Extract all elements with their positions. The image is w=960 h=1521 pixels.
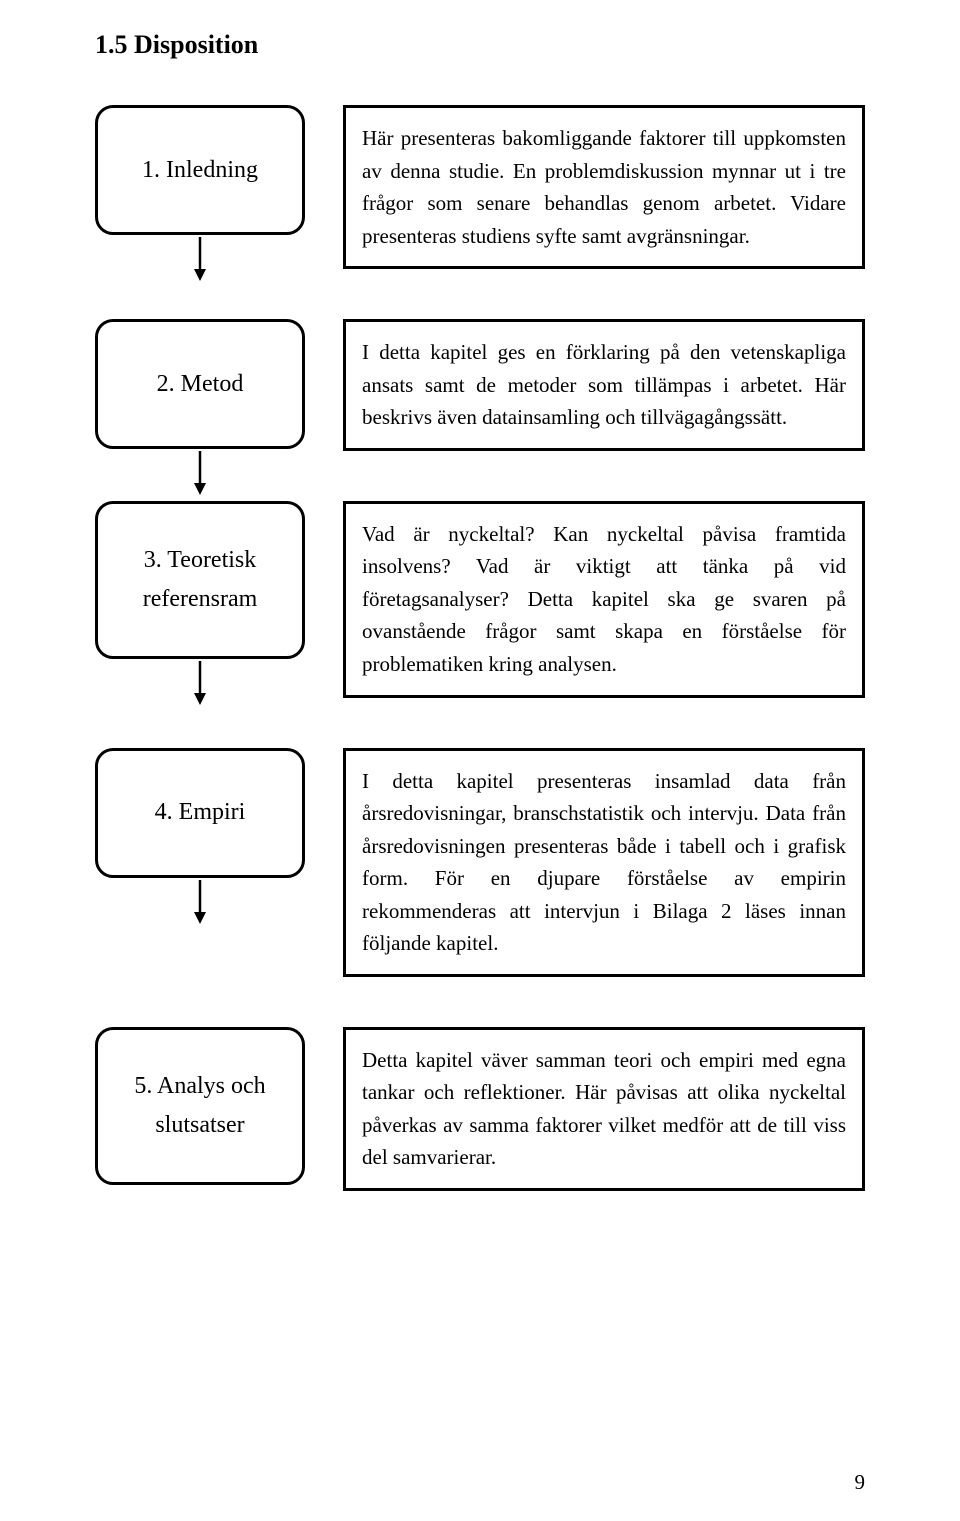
section-heading: 1.5 Disposition: [95, 30, 865, 60]
chapter-box: 3. Teoretisk referensram: [95, 501, 305, 659]
flow-left-column: 5. Analys och slutsatser: [95, 1027, 305, 1191]
description-box: Här presenteras bakomliggande faktorer t…: [343, 105, 865, 269]
flow-row: 3. Teoretisk referensram Vad är nyckelta…: [95, 501, 865, 748]
flow-left-column: 1. Inledning: [95, 105, 305, 319]
flow-row: 1. Inledning Här presenteras bakomliggan…: [95, 105, 865, 319]
description-box: I detta kapitel ges en förklaring på den…: [343, 319, 865, 451]
down-arrow-icon: [95, 235, 305, 285]
flow-left-column: 4. Empiri: [95, 748, 305, 1027]
page-number: 9: [855, 1470, 866, 1495]
chapter-box: 2. Metod: [95, 319, 305, 449]
disposition-flow: 1. Inledning Här presenteras bakomliggan…: [95, 105, 865, 1191]
down-arrow-icon: [95, 659, 305, 709]
chapter-box: 1. Inledning: [95, 105, 305, 235]
chapter-box: 5. Analys och slutsatser: [95, 1027, 305, 1185]
chapter-box: 4. Empiri: [95, 748, 305, 878]
flow-left-column: 2. Metod: [95, 319, 305, 501]
flow-row: 5. Analys och slutsatserDetta kapitel vä…: [95, 1027, 865, 1191]
description-box: I detta kapitel presenteras insamlad dat…: [343, 748, 865, 977]
down-arrow-icon: [95, 449, 305, 499]
description-box: Detta kapitel väver samman teori och emp…: [343, 1027, 865, 1191]
down-arrow-icon: [95, 878, 305, 928]
flow-row: 4. Empiri I detta kapitel presenteras in…: [95, 748, 865, 1027]
flow-row: 2. Metod I detta kapitel ges en förklari…: [95, 319, 865, 501]
flow-left-column: 3. Teoretisk referensram: [95, 501, 305, 748]
description-box: Vad är nyckeltal? Kan nyckeltal påvisa f…: [343, 501, 865, 698]
